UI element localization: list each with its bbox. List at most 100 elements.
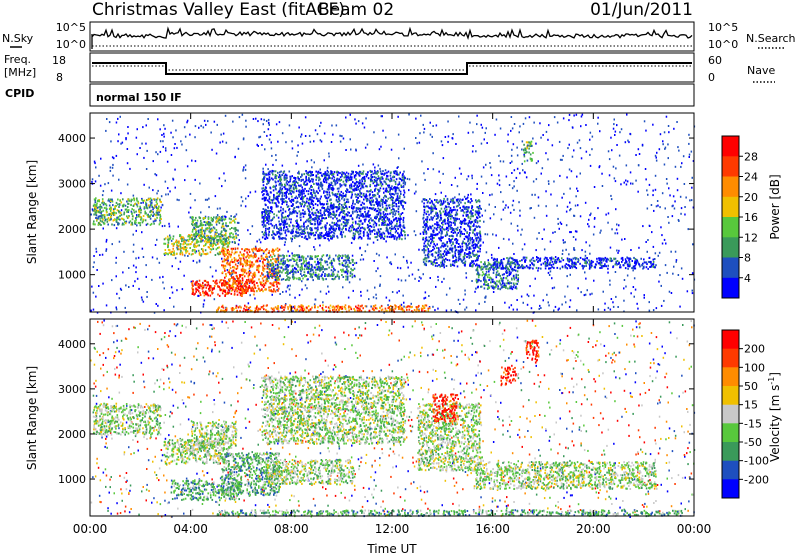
power-data-cell [238,254,240,257]
power-data-cell [152,215,154,217]
power-sparse-cell [510,304,513,307]
power-data-cell [378,211,381,214]
power-data-cell [135,218,137,221]
power-data-cell [342,196,344,199]
power-data-cell [247,288,249,291]
power-sparse-cell [579,147,582,150]
power-data-cell [106,214,109,217]
power-data-cell [347,218,350,221]
power-data-cell [283,198,285,200]
power-sparse-cell [205,123,207,126]
power-data-cell [284,265,287,268]
power-data-cell [283,224,286,227]
power-data-cell [400,231,402,234]
power-sparse-cell [443,228,446,231]
power-data-cell [339,183,341,186]
power-sparse-cell [660,226,662,229]
power-sparse-cell [279,186,282,189]
power-sparse-cell [673,265,675,268]
power-sparse-cell [447,120,449,123]
power-data-cell [301,231,303,234]
power-sparse-cell [139,207,142,210]
power-data-cell [397,202,400,204]
power-sparse-cell [687,228,689,231]
power-data-cell [276,196,278,199]
power-data-cell [326,191,328,194]
power-sparse-cell [298,294,301,297]
power-sparse-cell [323,237,325,240]
power-data-cell [211,288,214,291]
power-sparse-cell [288,288,291,291]
power-data-cell [175,239,178,242]
power-sparse-cell [127,126,129,128]
power-data-cell [229,267,232,270]
power-data-cell [222,241,225,244]
power-sparse-cell [667,216,669,218]
power-sparse-cell [403,175,405,178]
power-data-cell [339,233,342,236]
power-data-cell [211,238,213,241]
power-data-cell [402,182,405,185]
power-data-cell [314,203,317,206]
power-sparse-cell [445,309,448,312]
power-data-cell [166,235,169,238]
power-data-cell [212,238,215,241]
power-data-cell [250,254,253,257]
power-data-cell [224,281,226,284]
power-sparse-cell [152,208,154,211]
power-sparse-cell [459,232,462,235]
power-data-cell [306,197,308,200]
power-data-cell [325,178,327,181]
power-data-cell [384,235,386,238]
power-data-cell [394,228,397,230]
power-sparse-cell [252,251,255,254]
power-sparse-cell [314,248,316,251]
power-sparse-cell [378,148,381,151]
power-data-cell [217,293,219,296]
power-data-cell [237,280,239,283]
power-data-cell [225,253,228,256]
power-data-cell [117,223,119,226]
power-data-cell [197,235,200,238]
power-sparse-cell [589,153,591,156]
power-data-cell [358,184,361,187]
power-sparse-cell [663,238,666,241]
power-sparse-cell [630,249,632,251]
power-data-cell [167,253,169,256]
power-sparse-cell [288,259,291,262]
power-data-cell [324,209,326,212]
power-sparse-cell [320,140,323,143]
power-data-cell [232,276,235,279]
power-data-cell [288,264,291,267]
power-data-cell [371,196,373,199]
power-data-cell [394,186,396,189]
power-data-cell [404,237,406,240]
power-sparse-cell [513,185,515,188]
power-data-cell [274,278,277,281]
power-sparse-cell [545,190,547,193]
power-data-cell [271,262,274,265]
power-data-cell [329,223,331,226]
power-data-cell [164,252,167,254]
power-data-cell [378,218,380,221]
power-data-cell [145,203,148,206]
power-sparse-cell [583,294,586,297]
power-data-cell [324,237,327,240]
power-sparse-cell [564,264,566,267]
power-sparse-cell [660,304,663,307]
power-data-cell [355,172,358,175]
power-sparse-cell [317,226,319,229]
power-sparse-cell [247,195,250,198]
power-data-cell [305,257,307,260]
power-data-cell [204,283,207,286]
power-data-cell [323,268,326,271]
power-sparse-cell [484,296,487,299]
power-data-cell [390,209,393,211]
power-data-cell [264,249,267,252]
power-data-cell [297,254,300,257]
power-sparse-cell [105,249,107,252]
power-data-cell [393,193,395,196]
power-sparse-cell [538,307,540,310]
power-data-cell [256,250,259,252]
power-sparse-cell [470,193,472,196]
